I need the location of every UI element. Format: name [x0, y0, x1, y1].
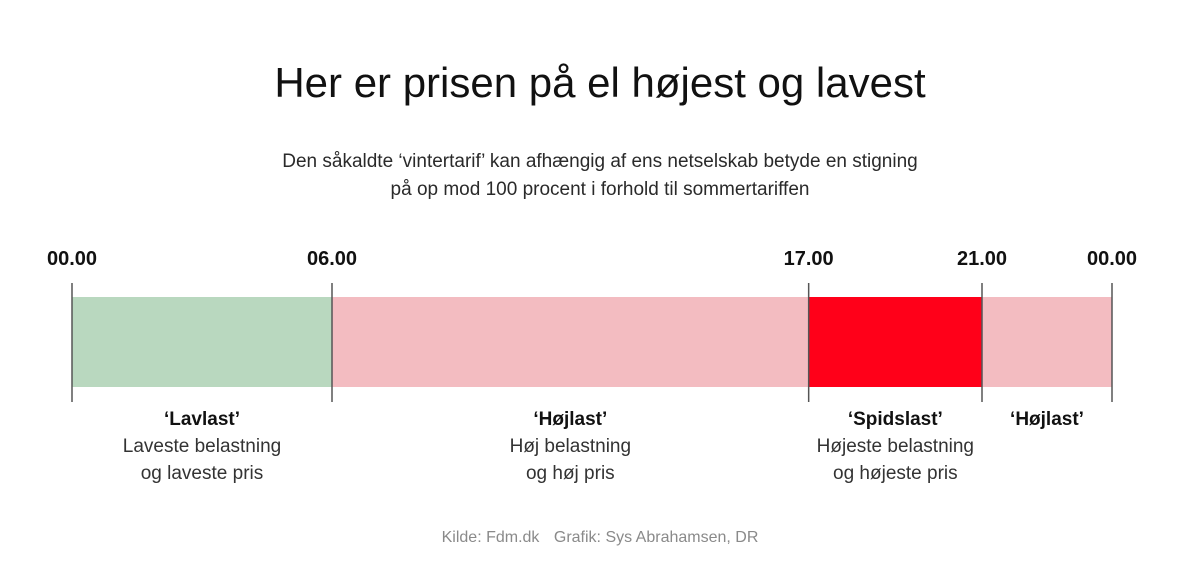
tick-label-3: 21.00: [957, 248, 1007, 270]
segment-desc-0-0: Laveste belastning: [123, 436, 281, 457]
segment-name-2: ‘Spidslast’: [848, 409, 943, 430]
tick-label-0: 00.00: [47, 248, 97, 270]
segment-desc-2-0: Højeste belastning: [817, 436, 974, 457]
segment-name-0: ‘Lavlast’: [164, 409, 240, 430]
segment-desc-0-1: og laveste pris: [141, 463, 264, 484]
segment-desc-1-1: og høj pris: [526, 463, 615, 484]
segment-desc-1-0: Høj belastning: [510, 436, 631, 457]
segment-bar-2: [808, 297, 982, 387]
segment-name-3: ‘Højlast’: [1010, 409, 1084, 430]
footer: Kilde: Fdm.dk Grafik: Sys Abrahamsen, DR: [0, 529, 1200, 547]
segment-bar-1: [332, 297, 809, 387]
tick-label-1: 06.00: [307, 248, 357, 270]
segment-bar-0: [72, 297, 332, 387]
segment-bar-3: [982, 297, 1112, 387]
source-credit: Kilde: Fdm.dk: [441, 529, 540, 546]
subtitle: Den såkaldte ‘vintertarif’ kan afhængig …: [0, 148, 1200, 204]
page-title: Her er prisen på el højest og lavest: [274, 59, 926, 106]
subtitle-line-1: Den såkaldte ‘vintertarif’ kan afhængig …: [282, 151, 918, 172]
segment-desc-2-1: og højeste pris: [833, 463, 958, 484]
graphic-credit: Grafik: Sys Abrahamsen, DR: [553, 529, 759, 546]
segment-name-1: ‘Højlast’: [533, 409, 607, 430]
tick-label-4: 00.00: [1087, 248, 1137, 270]
subtitle-line-2: på op mod 100 procent i forhold til somm…: [390, 179, 810, 200]
tick-label-2: 17.00: [784, 248, 834, 270]
